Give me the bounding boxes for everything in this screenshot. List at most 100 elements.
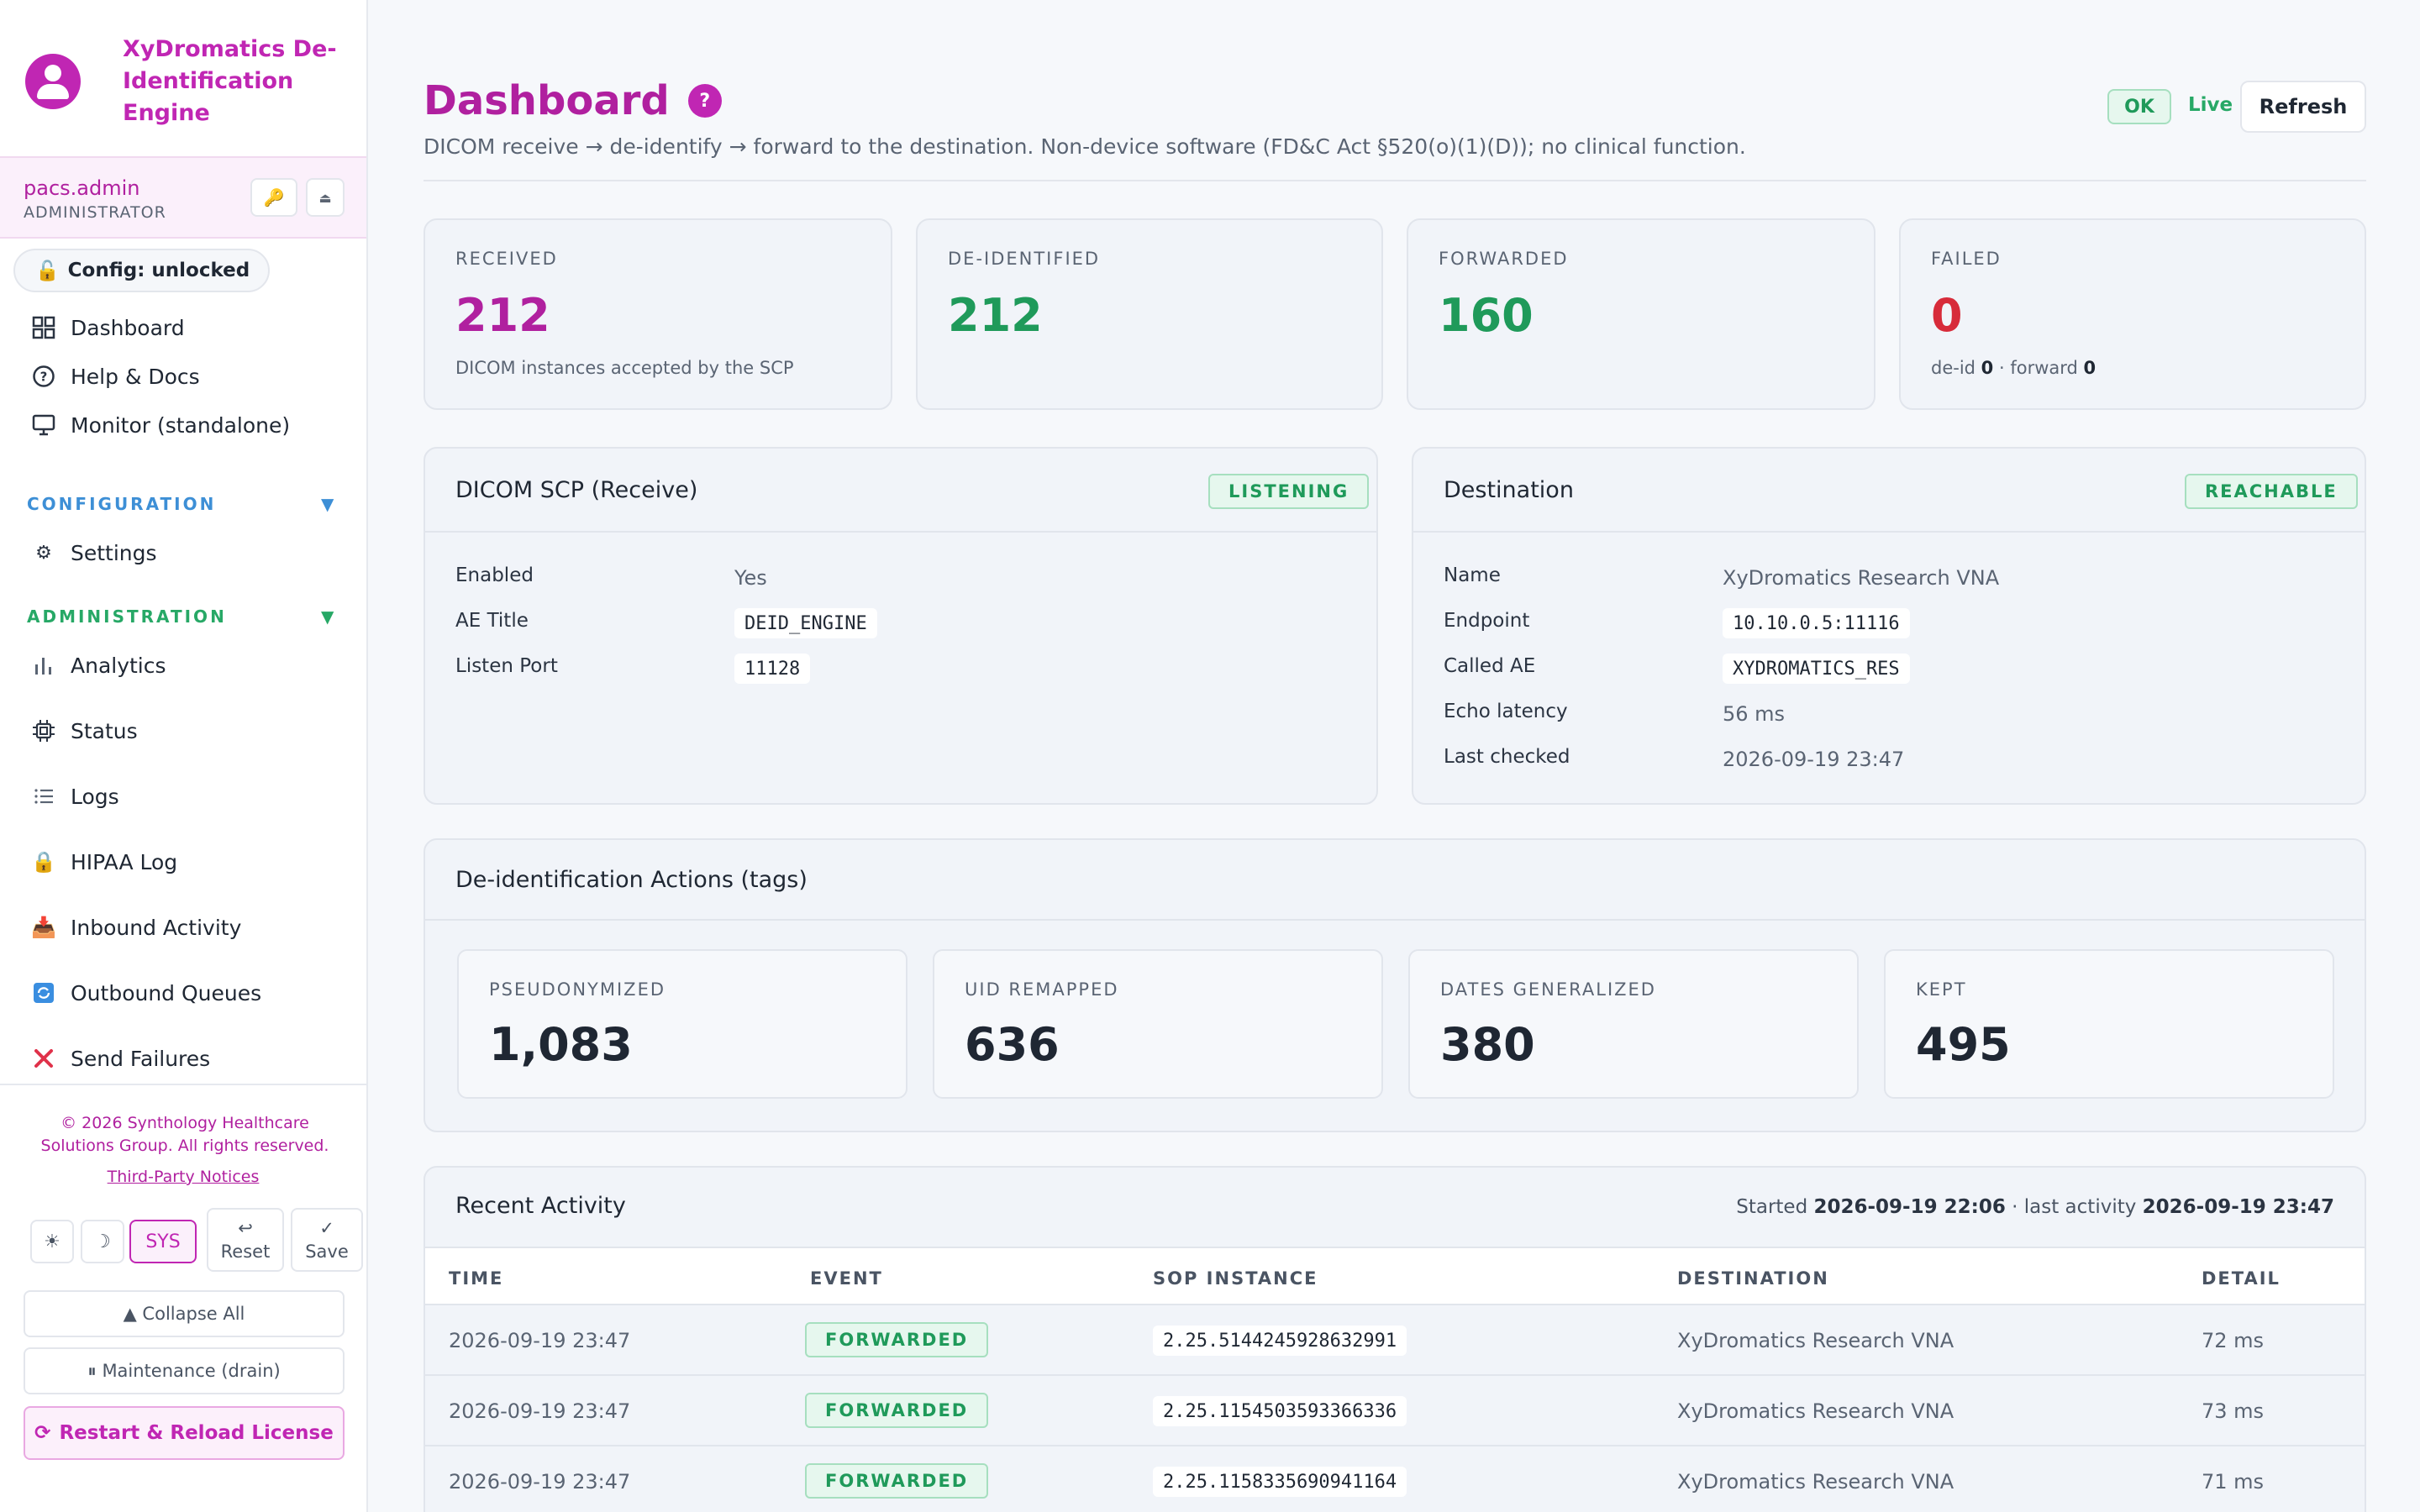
stat-label: FORWARDED xyxy=(1439,249,1569,269)
section-label: CONFIGURATION xyxy=(27,494,217,514)
column-header-sop-instance[interactable]: SOP INSTANCE xyxy=(1153,1268,1318,1289)
recent-activity-panel: Recent Activity Started 2026-09-19 22:06… xyxy=(424,1166,2366,1512)
kv-key: Echo latency xyxy=(1444,701,1568,722)
sidebar-item-label: Inbound Activity xyxy=(71,915,242,940)
column-header-destination[interactable]: DESTINATION xyxy=(1677,1268,1829,1289)
sidebar-item-logs[interactable]: Logs xyxy=(29,781,119,811)
help-button[interactable]: ? xyxy=(687,84,722,118)
brand[interactable]: XyDromatics De-Identification Engine xyxy=(25,34,375,129)
theme-system-button[interactable]: SYS xyxy=(129,1220,197,1263)
refresh-icon: ⟳ xyxy=(34,1422,51,1444)
deid-actions-panel: De-identification Actions (tags) PSEUDON… xyxy=(424,838,2366,1132)
panel-title: De-identification Actions (tags) xyxy=(455,867,808,893)
cell-time: 2026-09-19 23:47 xyxy=(449,1399,631,1423)
stat-value: 212 xyxy=(948,289,1043,342)
check-icon: ✓ xyxy=(319,1218,334,1238)
save-label: Save xyxy=(305,1242,349,1262)
cell-sop-instance: 2.25.1154503593366336 xyxy=(1153,1396,1407,1426)
scp-panel: DICOM SCP (Receive) LISTENING Enabled Ye… xyxy=(424,447,1378,805)
gear-icon: ⚙ xyxy=(35,542,52,564)
sidebar-item-outbound-queues[interactable]: Outbound Queues xyxy=(29,978,261,1008)
deid-label: de-id xyxy=(1931,358,1981,378)
column-header-detail[interactable]: DETAIL xyxy=(2202,1268,2281,1289)
activity-time-range: Started 2026-09-19 22:06 · last activity… xyxy=(1736,1196,2334,1218)
stat-card-received: RECEIVED 212 DICOM instances accepted by… xyxy=(424,218,892,410)
cell-detail: 73 ms xyxy=(2202,1399,2265,1423)
restart-label: Restart & Reload License xyxy=(59,1422,334,1444)
sidebar-item-analytics[interactable]: Analytics xyxy=(29,650,166,680)
status-badge: REACHABLE xyxy=(2185,474,2358,509)
page-title-wrap: Dashboard ? xyxy=(424,77,722,124)
collapse-all-button[interactable]: ▲ Collapse All xyxy=(24,1290,345,1337)
action-card-dates-generalized: DATES GENERALIZED 380 xyxy=(1408,949,1859,1099)
maintenance-button[interactable]: ⏸ Maintenance (drain) xyxy=(24,1347,345,1394)
key-button[interactable]: 🔑 xyxy=(250,178,297,217)
panel-title: DICOM SCP (Receive) xyxy=(455,477,698,503)
unlock-icon: 🔓 xyxy=(35,260,60,282)
kv-key: Last checked xyxy=(1444,746,1570,768)
deid-failed-count: 0 xyxy=(1981,358,1994,378)
stat-card-deidentified: DE-IDENTIFIED 212 xyxy=(916,218,1383,410)
queue-icon xyxy=(29,978,59,1008)
stat-label: UID REMAPPED xyxy=(965,979,1119,1000)
kv-value: 2026-09-19 23:47 xyxy=(1723,748,1905,771)
started-time: 2026-09-19 22:06 xyxy=(1813,1196,2006,1218)
sidebar-item-send-failures[interactable]: Send Failures xyxy=(29,1043,210,1074)
endpoint-value: 10.10.0.5:11116 xyxy=(1723,608,1910,638)
reset-label: Reset xyxy=(220,1242,271,1262)
stat-label: KEPT xyxy=(1916,979,1967,1000)
called-ae-value: XYDROMATICS_RES xyxy=(1723,654,1910,684)
cell-destination: XyDromatics Research VNA xyxy=(1677,1329,1954,1352)
config-lock-toggle[interactable]: 🔓 Config: unlocked xyxy=(13,249,271,292)
cell-detail: 71 ms xyxy=(2202,1470,2265,1494)
eject-icon: ⏏ xyxy=(318,189,332,206)
sidebar-item-hipaa-log[interactable]: 🔒 HIPAA Log xyxy=(29,847,177,877)
sidebar-item-monitor[interactable]: Monitor (standalone) xyxy=(29,410,290,440)
section-configuration[interactable]: CONFIGURATION ▼ xyxy=(27,494,334,514)
theme-light-button[interactable]: ☀ xyxy=(30,1220,74,1263)
stat-value: 495 xyxy=(1916,1018,2011,1071)
event-badge: FORWARDED xyxy=(805,1322,989,1357)
refresh-button[interactable]: Refresh xyxy=(2240,81,2366,133)
sidebar-item-inbound-activity[interactable]: 📥 Inbound Activity xyxy=(29,912,241,942)
monitor-icon xyxy=(29,410,59,440)
stat-value: 1,083 xyxy=(489,1018,633,1071)
sidebar-footer: © 2026 Synthology Healthcare Solutions G… xyxy=(0,1084,366,1512)
kv-value: 56 ms xyxy=(1723,702,1786,726)
sidebar-item-label: Analytics xyxy=(71,653,166,678)
help-circle-icon: ? xyxy=(29,361,59,391)
live-indicator[interactable]: Live xyxy=(2188,94,2233,116)
table-row[interactable]: 2026-09-19 23:47 FORWARDED 2.25.51442459… xyxy=(425,1305,2365,1376)
theme-dark-button[interactable]: ☽ xyxy=(81,1220,124,1263)
chevron-down-icon: ▼ xyxy=(321,606,337,627)
section-administration[interactable]: ADMINISTRATION ▼ xyxy=(27,606,334,627)
forward-failed-count: 0 xyxy=(2083,358,2096,378)
cell-destination: XyDromatics Research VNA xyxy=(1677,1399,1954,1423)
config-lock-label: Config: unlocked xyxy=(67,260,250,281)
sidebar-item-status[interactable]: Status xyxy=(29,716,138,746)
bar-chart-icon xyxy=(29,650,59,680)
column-header-event[interactable]: EVENT xyxy=(810,1268,883,1289)
sidebar-item-settings[interactable]: ⚙ Settings xyxy=(29,538,156,568)
user-shield-logo-icon xyxy=(25,54,81,109)
key-icon: 🔑 xyxy=(263,187,285,207)
stat-subtext: de-id 0 · forward 0 xyxy=(1931,358,2096,378)
cell-time: 2026-09-19 23:47 xyxy=(449,1470,631,1494)
user-name: pacs.admin xyxy=(24,176,140,200)
stat-subtext: DICOM instances accepted by the SCP xyxy=(455,358,794,378)
third-party-notices-link[interactable]: Third-Party Notices xyxy=(107,1168,260,1186)
stat-label: PSEUDONYMIZED xyxy=(489,979,666,1000)
sidebar-item-label: HIPAA Log xyxy=(71,849,178,874)
eject-button[interactable]: ⏏ xyxy=(306,178,345,217)
sidebar-item-label: Dashboard xyxy=(71,315,185,340)
reset-button[interactable]: ↩ Reset xyxy=(207,1208,284,1272)
column-header-time[interactable]: TIME xyxy=(449,1268,504,1289)
kv-key: Enabled xyxy=(455,564,534,586)
table-row[interactable]: 2026-09-19 23:47 FORWARDED 2.25.11583356… xyxy=(425,1446,2365,1512)
save-button[interactable]: ✓ Save xyxy=(291,1208,363,1272)
sidebar-item-dashboard[interactable]: Dashboard xyxy=(29,312,185,343)
table-row[interactable]: 2026-09-19 23:47 FORWARDED 2.25.11545035… xyxy=(425,1376,2365,1446)
sidebar-item-help[interactable]: ? Help & Docs xyxy=(29,361,200,391)
cell-time: 2026-09-19 23:47 xyxy=(449,1329,631,1352)
restart-reload-button[interactable]: ⟳ Restart & Reload License xyxy=(24,1406,345,1460)
